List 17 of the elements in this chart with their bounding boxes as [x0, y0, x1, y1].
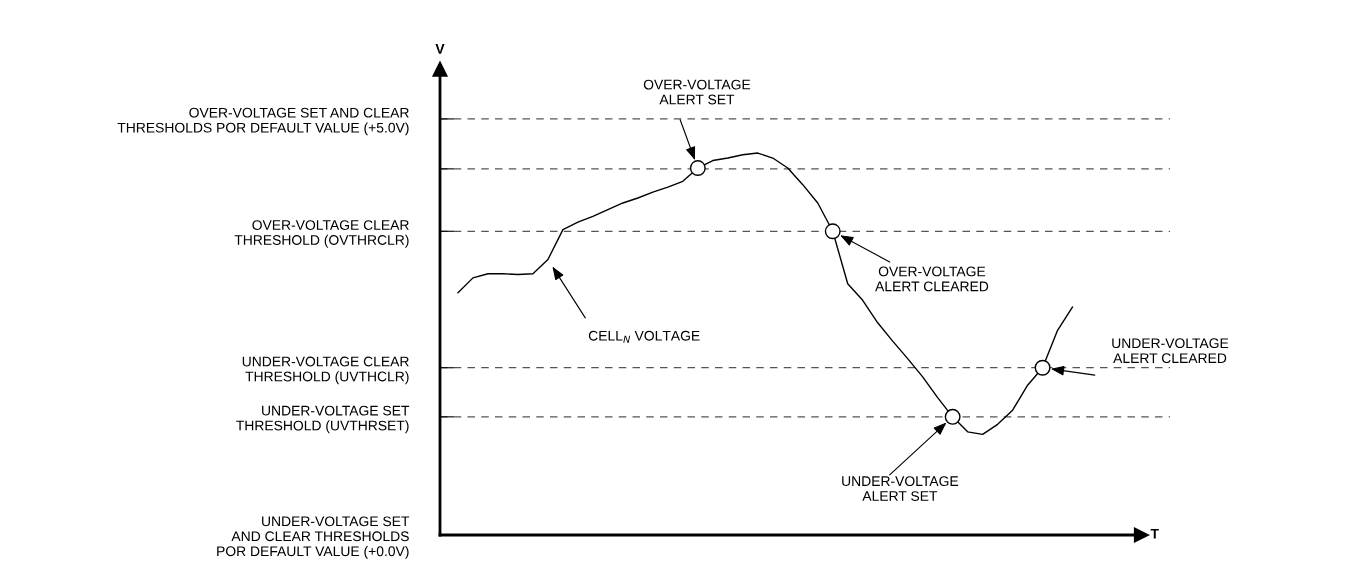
annotation: OVER-VOLTAGE ALERT SET: [643, 79, 751, 105]
annotation: UNDER-VOLTAGE ALERT SET: [842, 476, 959, 502]
point: [1034, 359, 1051, 376]
y-tick-label: OVER-VOLTAGE CLEAR THRESHOLD (OVTHRCLR): [234, 220, 409, 248]
annotation: CELL$_{N}$ VOLTAGE: [588, 330, 700, 343]
point: [689, 160, 706, 177]
y-tick-label: UNDER-VOLTAGE SET AND CLEAR THRESHOLDS POR DEFAULT VALUE (+0.0V): [217, 516, 410, 559]
y-tick-label: UNDER-VOLTAGE CLEAR THRESHOLD (UVTHCLR): [242, 356, 409, 385]
annotation: OVER-VOLTAGE ALERT CLEARED: [875, 266, 989, 292]
y-tick-label: UNDER-VOLTAGE SET THRESHOLD (UVTHRSET): [236, 405, 410, 434]
line-series: [457, 152, 1074, 436]
text: T: [1150, 529, 1159, 539]
point: [824, 223, 841, 240]
y-axis-title: V: [435, 44, 445, 54]
point: [944, 408, 961, 425]
text: UNDER-VOLTAGE ALERT CLEARED: [1112, 338, 1229, 364]
y-tick-label: OVER-VOLTAGE SET AND CLEAR THRESHOLDS POR DEFAULT VALUE (+5.0V): [117, 107, 409, 136]
